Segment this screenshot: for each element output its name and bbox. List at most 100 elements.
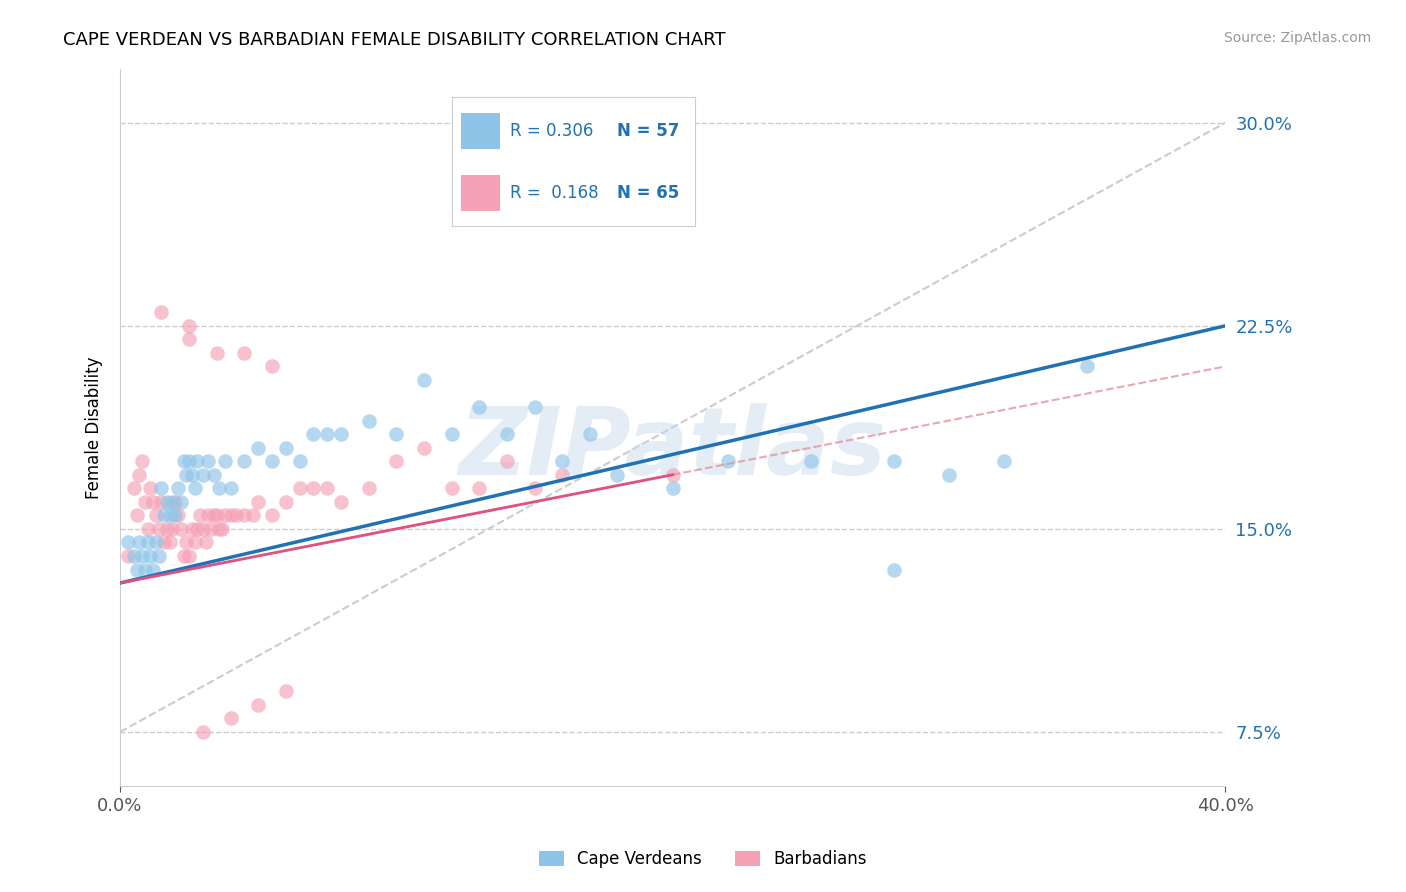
Point — [225, 508, 247, 523]
Point — [316, 427, 339, 442]
Point — [150, 481, 173, 495]
Point — [191, 522, 214, 536]
Point — [117, 535, 139, 549]
Point — [183, 535, 205, 549]
Point — [159, 535, 181, 549]
Point — [661, 481, 683, 495]
Point — [413, 373, 436, 387]
Point — [200, 522, 222, 536]
Point — [214, 454, 236, 468]
Point — [205, 346, 228, 360]
Point — [260, 359, 283, 374]
Point — [993, 454, 1015, 468]
Point — [208, 481, 231, 495]
Point — [938, 467, 960, 482]
Point — [180, 467, 202, 482]
Point — [274, 495, 297, 509]
Point — [153, 508, 176, 523]
Point — [208, 522, 231, 536]
Point — [156, 495, 179, 509]
Point — [150, 305, 173, 319]
Point — [260, 454, 283, 468]
Point — [551, 454, 574, 468]
Point — [167, 508, 190, 523]
Point — [191, 467, 214, 482]
Point — [214, 508, 236, 523]
Point — [159, 508, 181, 523]
Point — [233, 508, 256, 523]
Point — [233, 346, 256, 360]
Point — [661, 467, 683, 482]
Point — [385, 454, 408, 468]
Point — [128, 535, 150, 549]
Point — [136, 522, 159, 536]
Text: ZIPatlas: ZIPatlas — [458, 403, 887, 495]
Point — [142, 495, 165, 509]
Point — [165, 495, 187, 509]
Point — [247, 441, 270, 455]
Point — [177, 549, 200, 563]
Point — [128, 467, 150, 482]
Point — [134, 495, 156, 509]
Point — [800, 454, 823, 468]
Point — [883, 454, 905, 468]
Point — [131, 549, 153, 563]
Point — [440, 427, 463, 442]
Point — [202, 508, 225, 523]
Point — [274, 441, 297, 455]
Point — [302, 481, 325, 495]
Point — [260, 508, 283, 523]
Point — [523, 481, 546, 495]
Point — [413, 441, 436, 455]
Point — [148, 522, 170, 536]
Point — [122, 549, 145, 563]
Point — [211, 522, 233, 536]
Point — [316, 481, 339, 495]
Point — [131, 454, 153, 468]
Point — [606, 467, 628, 482]
Point — [330, 427, 353, 442]
Point — [148, 549, 170, 563]
Point — [145, 535, 167, 549]
Point — [125, 508, 148, 523]
Text: Source: ZipAtlas.com: Source: ZipAtlas.com — [1223, 31, 1371, 45]
Point — [167, 481, 190, 495]
Text: CAPE VERDEAN VS BARBADIAN FEMALE DISABILITY CORRELATION CHART: CAPE VERDEAN VS BARBADIAN FEMALE DISABIL… — [63, 31, 725, 49]
Point — [288, 454, 311, 468]
Point — [122, 481, 145, 495]
Point — [219, 711, 242, 725]
Point — [177, 318, 200, 333]
Point — [153, 535, 176, 549]
Point — [197, 508, 219, 523]
Point — [385, 427, 408, 442]
Point — [188, 508, 211, 523]
Point — [165, 508, 187, 523]
Point — [274, 684, 297, 698]
Point — [191, 725, 214, 739]
Point — [496, 427, 519, 442]
Point — [717, 454, 740, 468]
Point — [551, 467, 574, 482]
Point — [186, 454, 208, 468]
Point — [176, 535, 198, 549]
Point — [883, 562, 905, 576]
Point — [117, 549, 139, 563]
Point — [523, 400, 546, 414]
Point — [247, 698, 270, 712]
Point — [302, 427, 325, 442]
Point — [578, 427, 600, 442]
Point — [233, 454, 256, 468]
Point — [162, 522, 184, 536]
Point — [180, 522, 202, 536]
Point — [170, 522, 193, 536]
Point — [170, 495, 193, 509]
Point — [194, 535, 217, 549]
Point — [186, 522, 208, 536]
Legend: Cape Verdeans, Barbadians: Cape Verdeans, Barbadians — [533, 844, 873, 875]
Point — [145, 508, 167, 523]
Point — [440, 481, 463, 495]
Point — [219, 508, 242, 523]
Point — [468, 400, 491, 414]
Point — [468, 481, 491, 495]
Point — [288, 481, 311, 495]
